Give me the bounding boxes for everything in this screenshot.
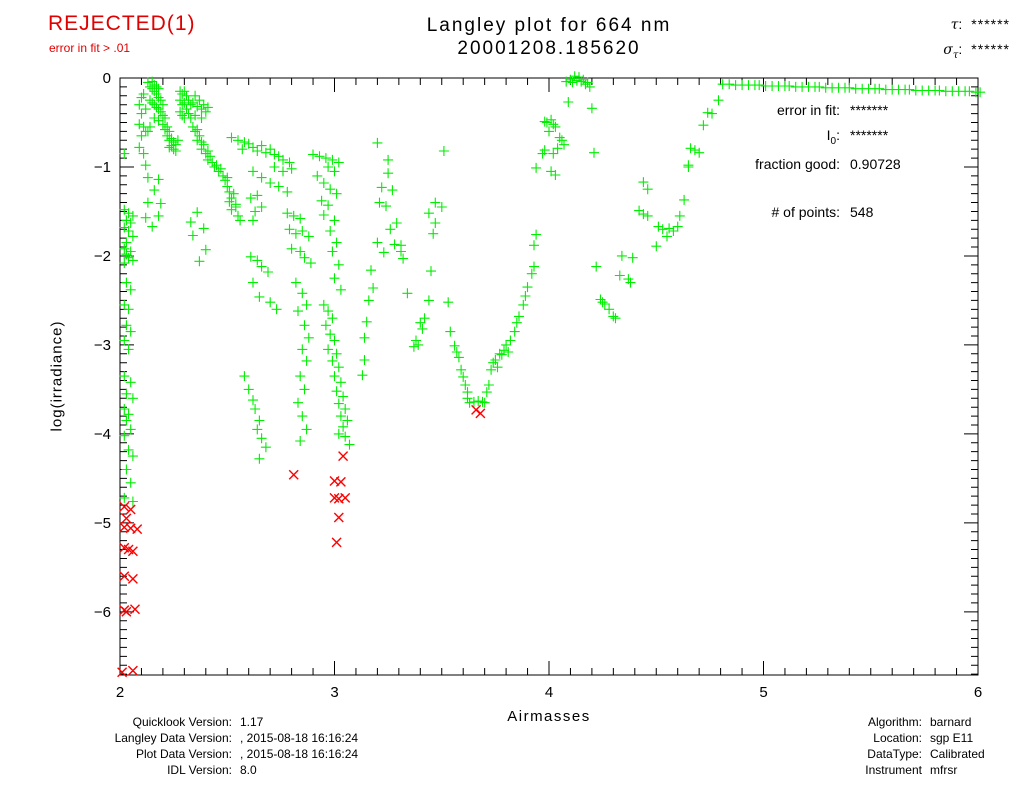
y-tick-label: −2 [94, 248, 111, 265]
series-markers [119, 71, 986, 507]
tau-symbol: τ [950, 17, 959, 33]
sigma-symbol: σ [943, 42, 953, 58]
sigma-colon: : [958, 41, 963, 57]
idl-version-value: 8.0 [240, 763, 257, 777]
plot-title-line2: 20001208.185620 [457, 38, 641, 59]
y-tick-label: −6 [94, 604, 111, 621]
fraction-good-label: fraction good: [755, 155, 840, 172]
idl-version-label: IDL Version: [167, 763, 232, 777]
instrument-value: mfrsr [930, 763, 958, 777]
plot-data-version-label: Plot Data Version: [135, 747, 232, 761]
tick-marks [119, 77, 979, 675]
series-markers [117, 404, 486, 678]
location-value: sgp E11 [930, 731, 974, 745]
i0-label: I0: [755, 127, 840, 147]
error-in-fit-value: ******* [850, 102, 889, 118]
instrument-info-block: Algorithm: barnard Location: sgp E11 Dat… [865, 716, 1002, 776]
algorithm-label: Algorithm: [867, 715, 922, 729]
y-tick-label: −3 [94, 337, 111, 354]
y-tick-label: 0 [103, 70, 111, 87]
langley-data-version-label: Langley Data Version: [114, 731, 232, 745]
x-tick-label: 5 [759, 684, 767, 701]
good-points-series [119, 71, 986, 507]
tau-colon: : [958, 16, 963, 32]
langley-data-version-value: , 2015-08-18 16:16:24 [240, 731, 359, 745]
i0-colon: : [836, 127, 840, 143]
location-label: Location: [873, 731, 922, 745]
tau-readout: τ: ****** στ: ****** [943, 12, 1010, 68]
x-tick-label: 3 [330, 684, 338, 701]
x-axis-title: Airmasses [507, 708, 591, 725]
sigma-subscript: τ [952, 49, 959, 61]
version-info-block: Quicklook Version: 1.17 Langley Data Ver… [24, 715, 359, 777]
tau-row: τ: ****** [943, 12, 1010, 37]
y-tick-label: −5 [94, 515, 111, 532]
y-tick-label: −4 [94, 426, 111, 443]
datatype-label: DataType: [867, 747, 922, 761]
i0-value: ******* [850, 127, 889, 143]
y-tick-label: −1 [94, 159, 111, 176]
i0-symbol: I [826, 127, 831, 143]
instrument-label: Instrument [865, 763, 922, 777]
x-tick-label: 4 [545, 684, 553, 701]
quicklook-version-value: 1.17 [240, 715, 264, 729]
datatype-value: Calibrated [930, 747, 985, 761]
tau-value: ****** [971, 16, 1010, 32]
plot-title: Langley plot for 664 nm 20001208.185620 [120, 14, 978, 60]
y-axis-title: log(irradiance) [48, 320, 66, 432]
fit-stats-block: error in fit: ******* I0: ******* fracti… [755, 102, 938, 220]
x-tick-label: 6 [974, 684, 982, 701]
error-in-fit-label: error in fit: [776, 102, 840, 118]
i0-subscript: 0 [830, 135, 837, 147]
rejected-points-series [117, 404, 486, 678]
fraction-good-value: 0.90728 [850, 155, 901, 172]
num-points-label: # of points: [771, 203, 841, 220]
num-points-value: 548 [850, 203, 874, 220]
rejected-reason: error in fit > .01 [49, 41, 131, 55]
stats-spacer [755, 181, 938, 195]
tick-labels: 2 3 4 5 6 0 −1 −2 −3 −4 −5 −6 [94, 70, 982, 701]
quicklook-version-label: Quicklook Version: [132, 715, 232, 729]
sigma-tau-value: ****** [971, 41, 1010, 57]
sigma-tau-row: στ: ****** [943, 37, 1010, 68]
x-tick-label: 2 [116, 684, 124, 701]
plot-data-version-value: , 2015-08-18 16:16:24 [240, 747, 359, 761]
algorithm-value: barnard [930, 715, 972, 729]
plot-title-line1: Langley plot for 664 nm [426, 15, 672, 36]
rejected-warning: REJECTED(1) [48, 12, 196, 35]
axis-ticks [119, 77, 979, 675]
